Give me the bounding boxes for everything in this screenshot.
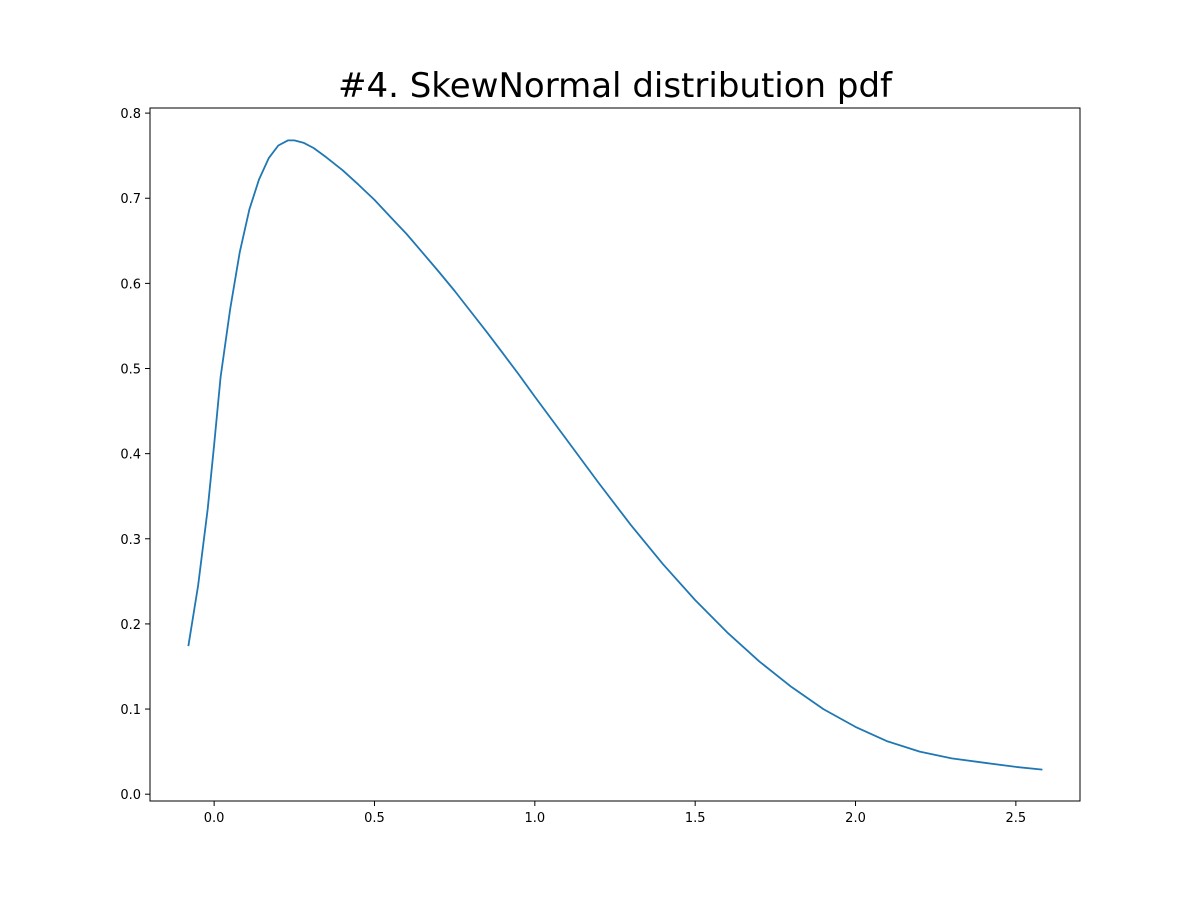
y-tick-label: 0.7: [120, 192, 141, 207]
y-tick-label: 0.4: [120, 448, 141, 463]
y-tick-label: 0.2: [120, 618, 141, 633]
x-tick-label: 2.5: [1006, 811, 1027, 826]
y-tick-label: 0.5: [120, 363, 141, 378]
chart-title: #4. SkewNormal distribution pdf: [337, 66, 893, 106]
x-tick-label: 1.5: [685, 811, 706, 826]
y-axis: 0.0 0.1 0.2 0.3 0.4 0.5 0.6 0.7 0.8: [120, 107, 150, 803]
x-tick-label: 0.0: [204, 811, 225, 826]
y-tick-label: 0.6: [120, 277, 141, 292]
x-tick-label: 2.0: [845, 811, 866, 826]
series-line-0: [187, 139, 1043, 771]
y-tick-label: 0.8: [120, 107, 141, 122]
x-tick-label: 0.5: [364, 811, 385, 826]
y-tick-label: 0.1: [120, 703, 141, 718]
y-tick-label: 0.3: [120, 533, 141, 548]
x-tick-label: 1.0: [524, 811, 545, 826]
x-axis: 0.0 0.5 1.0 1.5 2.0 2.5: [204, 801, 1026, 826]
plot-frame: [149, 107, 1081, 802]
y-tick-label: 0.0: [120, 788, 141, 803]
